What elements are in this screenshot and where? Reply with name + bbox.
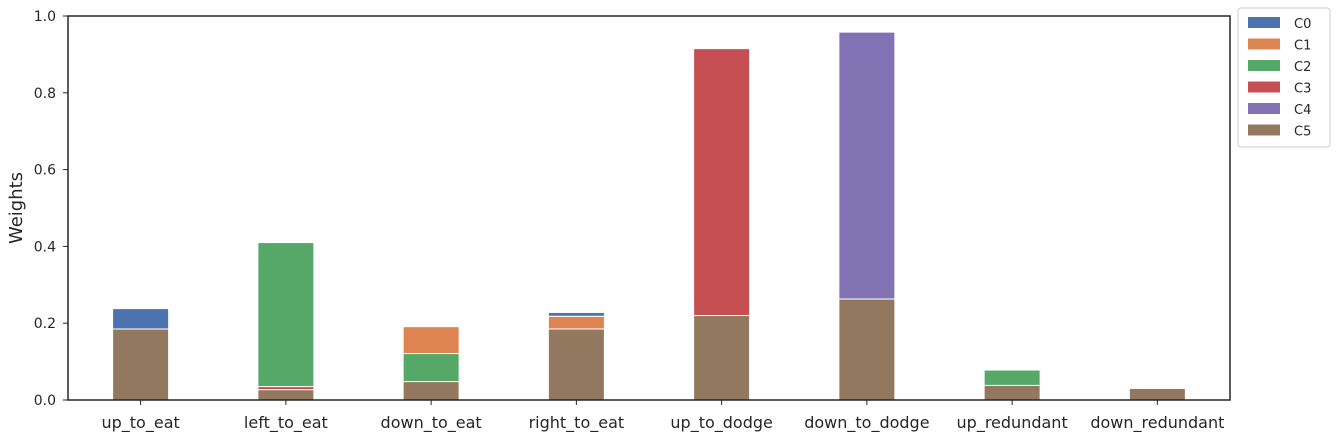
- x-axis: up_to_eat left_to_eat down_to_eat right_to_…: [101, 400, 1224, 433]
- bar-down_redundant-C5: [1128, 387, 1186, 401]
- bar-up_to_eat-C5: [112, 328, 170, 401]
- y-axis: 0.0 0.2 0.4 0.6 0.8 1.0: [34, 9, 68, 409]
- bar-down_to_eat-C1: [402, 326, 460, 355]
- x-tick-label-down_to_eat: down_to_eat: [381, 413, 482, 433]
- legend-swatch-C5: [1248, 124, 1280, 136]
- y-tick-label: 0.8: [34, 86, 56, 102]
- bar-down_to_dodge-C5: [838, 298, 896, 401]
- x-tick-label-right_to_eat: right_to_eat: [529, 413, 625, 433]
- x-tick-label-up_redundant: up_redundant: [957, 413, 1068, 433]
- bar-left_to_eat-C5: [257, 389, 315, 401]
- bar-up_redundant-C5: [983, 384, 1041, 401]
- x-tick-label-up_to_dodge: up_to_dodge: [670, 413, 772, 433]
- y-tick-label: 0.4: [34, 239, 56, 255]
- y-tick-label: 0.6: [34, 163, 56, 179]
- x-tick-label-left_to_eat: left_to_eat: [244, 413, 328, 433]
- legend-swatch-C0: [1248, 17, 1280, 28]
- y-tick-label: 0.2: [34, 316, 56, 332]
- legend-label-C4: C4: [1294, 103, 1311, 118]
- bar-down_to_dodge-C4: [838, 31, 896, 300]
- bar-right_to_eat-C5: [547, 328, 605, 401]
- bar-up_to_dodge-C3: [693, 48, 751, 317]
- bar-right_to_eat-C1: [547, 315, 605, 330]
- x-tick-label-up_to_eat: up_to_eat: [101, 413, 179, 433]
- legend-label-C3: C3: [1294, 82, 1311, 97]
- legend-swatch-C1: [1248, 38, 1280, 50]
- legend-label-C5: C5: [1294, 125, 1311, 140]
- legend-label-C2: C2: [1294, 60, 1311, 75]
- x-tick-label-down_to_dodge: down_to_dodge: [804, 413, 929, 433]
- bar-up_to_dodge-C5: [693, 315, 751, 401]
- bars-group: [112, 31, 1186, 401]
- legend-swatch-C3: [1248, 81, 1280, 93]
- plot-frame: [67, 15, 1231, 401]
- legend-label-C0: C0: [1294, 17, 1311, 32]
- legend-swatch-C4: [1248, 103, 1280, 114]
- bar-left_to_eat-C2: [257, 242, 315, 388]
- bar-down_to_eat-C5: [402, 381, 460, 401]
- legend-swatch-C2: [1248, 60, 1280, 71]
- bar-down_to_eat-C2: [402, 353, 460, 383]
- x-tick-label-down_redundant: down_redundant: [1090, 413, 1224, 433]
- legend: C0 C1 C2 C3 C4 C5: [1237, 7, 1331, 148]
- y-axis-title: Weights: [6, 172, 27, 244]
- y-tick-label: 1.0: [34, 9, 56, 25]
- bar-up_to_eat-C0: [112, 308, 170, 330]
- legend-label-C1: C1: [1294, 39, 1311, 54]
- y-tick-label: 0.0: [34, 393, 56, 409]
- bar-right_to_eat-C0: [547, 311, 605, 317]
- bar-up_redundant-C2: [983, 369, 1041, 386]
